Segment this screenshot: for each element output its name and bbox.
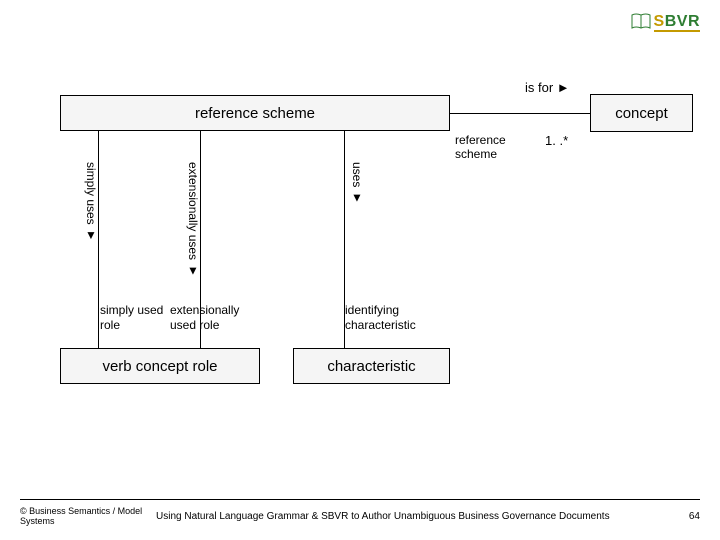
label-extensionally-uses: extensionally uses ▼	[186, 162, 200, 277]
edge-simply-uses-line	[98, 131, 99, 348]
label-multiplicity: 1. .*	[545, 133, 568, 148]
label-simply-used-role: simply used role	[100, 303, 163, 333]
box-label: concept	[615, 105, 668, 122]
footer-title: Using Natural Language Grammar & SBVR to…	[150, 511, 670, 522]
book-icon	[630, 12, 652, 32]
label-extensionally-used-role: extensionally used role	[170, 303, 239, 333]
box-label: reference scheme	[195, 105, 315, 122]
logo-s: S	[654, 13, 665, 30]
footer: © Business Semantics / Model Systems Usi…	[20, 499, 700, 526]
logo-text: SBVR	[654, 13, 700, 32]
label-uses: uses ▼	[350, 162, 364, 205]
logo-bvr: BVR	[665, 13, 700, 30]
box-label: characteristic	[327, 358, 415, 375]
box-label: verb concept role	[102, 358, 217, 375]
box-characteristic: characteristic	[293, 348, 450, 384]
sbvr-logo: SBVR	[630, 12, 700, 32]
label-simply-uses: simply uses ▼	[84, 162, 98, 242]
label-is-for: is for ►	[525, 80, 570, 95]
footer-page-number: 64	[670, 511, 700, 522]
box-concept: concept	[590, 94, 693, 132]
footer-copyright: © Business Semantics / Model Systems	[20, 506, 150, 526]
label-identifying-characteristic: identifying characteristic	[345, 303, 416, 333]
edge-is-for-line	[450, 113, 590, 114]
box-reference-scheme: reference scheme	[60, 95, 450, 131]
box-verb-concept-role: verb concept role	[60, 348, 260, 384]
label-reference-scheme-role: reference scheme	[455, 133, 506, 162]
